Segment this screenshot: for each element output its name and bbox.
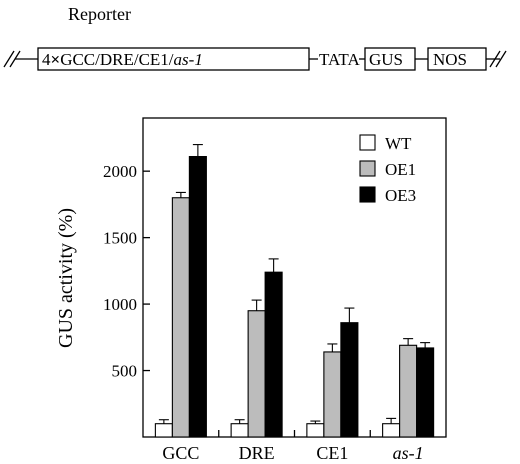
y-axis-label: GUS activity (%) xyxy=(55,208,77,348)
tata-label: TATA xyxy=(319,50,360,69)
bar-chart: GUS activity (%) 500 1000 1500 2000 GCC DRE CE… xyxy=(55,117,447,463)
reporter-title: Reporter xyxy=(68,4,131,24)
bar-wt xyxy=(230,423,249,438)
bar-wt xyxy=(382,423,401,438)
bar-wt xyxy=(154,423,173,438)
bar-oe1 xyxy=(323,351,342,438)
promoter-count: 4 xyxy=(42,50,51,69)
legend-swatch-oe3 xyxy=(359,186,376,203)
legend: WT OE1 OE3 xyxy=(359,134,416,205)
right-break-mark xyxy=(486,50,507,68)
bar-wt xyxy=(306,423,325,438)
x-category-label: DRE xyxy=(239,443,275,463)
y-tick-label: 500 xyxy=(112,362,138,381)
y-tick-label: 1000 xyxy=(103,295,137,314)
legend-label-oe1: OE1 xyxy=(385,160,416,179)
bar-oe3 xyxy=(416,347,435,438)
bars xyxy=(154,144,435,438)
bar-oe1 xyxy=(247,310,266,438)
axis-ticks: 500 1000 1500 2000 GCC DRE CE1 as-1 xyxy=(103,162,424,463)
nos-label: NOS xyxy=(433,50,467,69)
reporter-construct: Reporter 4×GCC/DRE/CE1/as-1 TATA GUS NOS xyxy=(3,4,507,71)
legend-label-wt: WT xyxy=(385,134,412,153)
left-break-mark xyxy=(3,50,38,68)
bar-oe1 xyxy=(399,344,418,438)
promoter-cross: × xyxy=(51,50,61,69)
bar-oe3 xyxy=(188,155,207,438)
promoter-elements: GCC/DRE/CE1/ xyxy=(60,50,174,69)
gus-label: GUS xyxy=(369,50,403,69)
promoter-last-element: as-1 xyxy=(174,50,203,69)
legend-swatch-oe1 xyxy=(359,160,376,177)
bar-oe1 xyxy=(171,197,190,438)
promoter-label: 4×GCC/DRE/CE1/as-1 xyxy=(42,50,203,69)
x-category-label: CE1 xyxy=(316,443,348,463)
legend-swatch-wt xyxy=(359,134,376,151)
y-tick-label: 1500 xyxy=(103,229,137,248)
y-tick-label: 2000 xyxy=(103,162,137,181)
x-category-label: as-1 xyxy=(393,443,424,463)
bar-oe3 xyxy=(264,271,283,438)
x-category-label: GCC xyxy=(162,443,199,463)
bar-oe3 xyxy=(340,322,359,438)
legend-label-oe3: OE3 xyxy=(385,186,416,205)
